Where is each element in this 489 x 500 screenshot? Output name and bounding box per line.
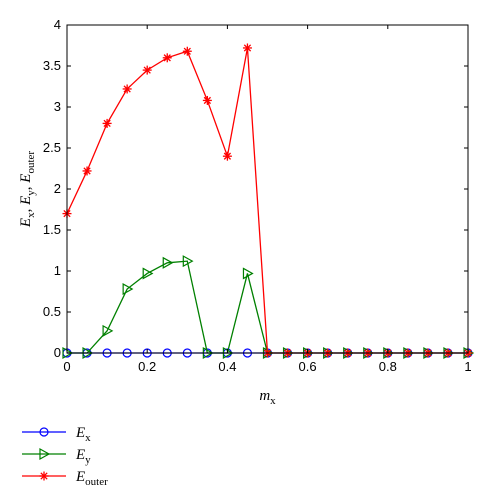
- x-tick-label: 0.2: [138, 359, 156, 374]
- legend-label: Ey​: [75, 447, 91, 466]
- y-tick-label: 3.5: [43, 58, 61, 73]
- data-point: [102, 118, 112, 128]
- x-tick-label: 0: [63, 359, 70, 374]
- x-tick-label: 1: [464, 359, 471, 374]
- data-point: [162, 256, 174, 269]
- axis-ticks: 0 0.2 0.4 0.6 0.8 1 0 0.5 1 1.5 2 2.5 3 3.5 4: [43, 17, 472, 374]
- y-tick-label: 0: [54, 345, 61, 360]
- series-2: [62, 43, 473, 358]
- data-point: [222, 151, 232, 161]
- asterisk-stroke: [103, 119, 111, 128]
- asterisk-stroke: [40, 472, 48, 480]
- asterisk-stroke: [83, 167, 91, 175]
- asterisk-stroke: [243, 44, 252, 52]
- y-tick-label: 1.5: [43, 222, 61, 237]
- data-point: [142, 267, 154, 280]
- legend-entry: Ex​: [22, 425, 91, 444]
- legend-label: Eouter​: [75, 469, 108, 488]
- legend-marker: [39, 447, 51, 461]
- legend-entry: Ey​: [22, 447, 91, 466]
- y-tick-label: 4: [54, 17, 61, 32]
- y-tick-label: 3: [54, 99, 61, 114]
- x-tick-label: 0.6: [299, 359, 317, 374]
- series-line: [67, 260, 468, 354]
- data-point: [242, 43, 252, 53]
- data-point: [102, 324, 114, 337]
- y-axis-label: Ex​, Ey​, Eouter​: [18, 151, 37, 228]
- legend: Ex​ Ey​ Eouter​: [22, 425, 108, 488]
- asterisk-stroke: [163, 54, 171, 62]
- x-tick-label: 0.8: [379, 359, 397, 374]
- series-line: [66, 47, 468, 354]
- data-point: [142, 65, 152, 75]
- asterisk-stroke: [183, 47, 191, 55]
- asterisk-stroke: [223, 152, 232, 160]
- legend-label: Ex​: [75, 425, 91, 444]
- plot-marks: [62, 43, 475, 360]
- legend-marker: [39, 471, 49, 481]
- series-1: [62, 255, 475, 360]
- data-point: [82, 166, 92, 176]
- data-point: [182, 255, 194, 268]
- legend-marker: [39, 427, 49, 437]
- asterisk-stroke: [203, 96, 211, 105]
- plot-frame: [66, 24, 469, 354]
- data-point: [182, 46, 192, 56]
- y-tick-label: 0.5: [43, 304, 61, 319]
- data-point: [242, 267, 254, 280]
- x-tick-label: 0.4: [218, 359, 236, 374]
- data-point: [202, 95, 212, 105]
- y-tick-label: 2: [54, 181, 61, 196]
- asterisk-stroke: [143, 66, 151, 74]
- legend-entry: Eouter​: [22, 469, 108, 488]
- data-point: [122, 84, 132, 94]
- x-axis-label: mx​: [259, 388, 276, 407]
- data-point: [122, 283, 134, 296]
- data-point: [162, 53, 172, 63]
- asterisk-stroke: [123, 85, 131, 93]
- y-tick-label: 2.5: [43, 140, 61, 155]
- y-tick-label: 1: [54, 263, 61, 278]
